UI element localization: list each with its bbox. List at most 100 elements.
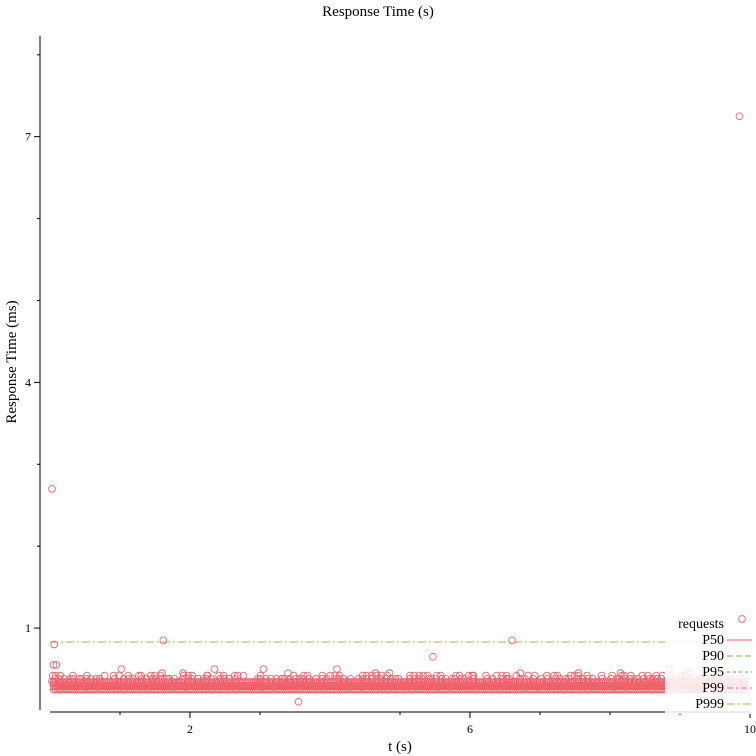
request-point	[92, 675, 101, 683]
request-point	[516, 669, 525, 677]
request-point	[165, 675, 174, 683]
request-point	[335, 671, 344, 680]
request-point	[179, 669, 187, 677]
request-point	[530, 671, 539, 680]
request-point	[502, 671, 511, 680]
request-point	[203, 671, 212, 680]
request-point	[52, 661, 61, 669]
request-point	[48, 677, 56, 686]
request-point	[259, 665, 268, 673]
request-point	[550, 671, 558, 680]
request-point	[56, 671, 65, 680]
request-point	[170, 675, 179, 683]
request-point	[455, 671, 464, 680]
request-point	[158, 669, 166, 677]
request-point	[74, 675, 83, 683]
request-point	[492, 671, 501, 680]
request-point	[51, 671, 60, 680]
request-point	[432, 671, 441, 680]
request-point	[69, 675, 77, 683]
request-point	[156, 671, 165, 680]
y-tick-label: 1	[25, 621, 31, 635]
request-point	[652, 671, 661, 680]
request-point	[239, 671, 248, 680]
request-point	[391, 675, 400, 683]
request-point	[626, 671, 635, 680]
request-point	[553, 671, 562, 680]
request-point	[233, 671, 242, 680]
request-point	[469, 671, 478, 680]
request-point	[415, 671, 424, 680]
request-point	[124, 671, 133, 680]
request-point	[146, 671, 155, 680]
request-point	[210, 665, 219, 673]
request-point	[202, 675, 211, 683]
request-point	[429, 652, 437, 661]
request-point	[333, 665, 341, 673]
request-points	[48, 112, 749, 706]
request-point	[230, 671, 239, 680]
request-point	[452, 671, 460, 680]
chart-title: Response Time (s)	[322, 4, 434, 20]
y-axis-label: Response Time (ms)	[4, 300, 20, 423]
request-point	[394, 675, 403, 683]
request-point	[512, 671, 521, 680]
request-point	[498, 671, 506, 680]
request-point	[423, 671, 432, 680]
request-point	[267, 675, 275, 683]
request-point	[482, 671, 490, 680]
legend-label-p999: P999	[695, 697, 724, 712]
request-point	[69, 671, 77, 680]
request-point	[419, 671, 428, 680]
request-point	[318, 675, 327, 683]
request-point	[215, 671, 223, 680]
request-point	[583, 675, 592, 683]
request-point	[583, 671, 591, 680]
request-point	[115, 671, 123, 680]
request-point	[77, 675, 86, 683]
request-point	[219, 671, 228, 680]
request-point	[385, 669, 394, 677]
request-point	[588, 675, 597, 683]
request-point	[346, 675, 355, 683]
request-point	[410, 671, 418, 680]
request-point	[607, 675, 615, 683]
x-axis-label: t (s)	[388, 739, 412, 755]
request-point	[188, 671, 197, 680]
request-point	[256, 671, 265, 680]
y-tick-label: 7	[25, 130, 31, 144]
request-point	[280, 675, 289, 683]
request-point	[735, 112, 744, 121]
legend-label-p99: P99	[702, 681, 724, 696]
request-point	[294, 697, 303, 706]
axes: 1 4 7 2 6 10	[25, 36, 756, 736]
request-point	[574, 669, 583, 677]
request-point	[537, 675, 546, 683]
request-point	[49, 661, 58, 669]
request-point	[362, 671, 371, 680]
x-tick-label: 6	[467, 722, 473, 736]
y-tick-label: 4	[25, 375, 31, 389]
request-point	[383, 671, 392, 680]
request-point	[159, 636, 168, 645]
request-point	[406, 671, 414, 680]
request-point	[318, 671, 327, 680]
request-point	[48, 671, 57, 680]
legend-label-p95: P95	[702, 665, 724, 680]
request-point	[135, 671, 143, 680]
request-point	[299, 671, 308, 680]
request-point	[178, 675, 187, 683]
request-point	[508, 636, 516, 645]
request-point	[598, 675, 606, 683]
request-point	[566, 671, 575, 680]
request-point	[82, 675, 91, 683]
legend-label-p90: P90	[702, 649, 724, 664]
x-tick-label: 2	[187, 722, 193, 736]
request-point	[109, 671, 118, 680]
request-point	[137, 671, 146, 680]
request-point	[256, 675, 265, 683]
request-point	[162, 675, 171, 683]
request-point	[543, 675, 551, 683]
